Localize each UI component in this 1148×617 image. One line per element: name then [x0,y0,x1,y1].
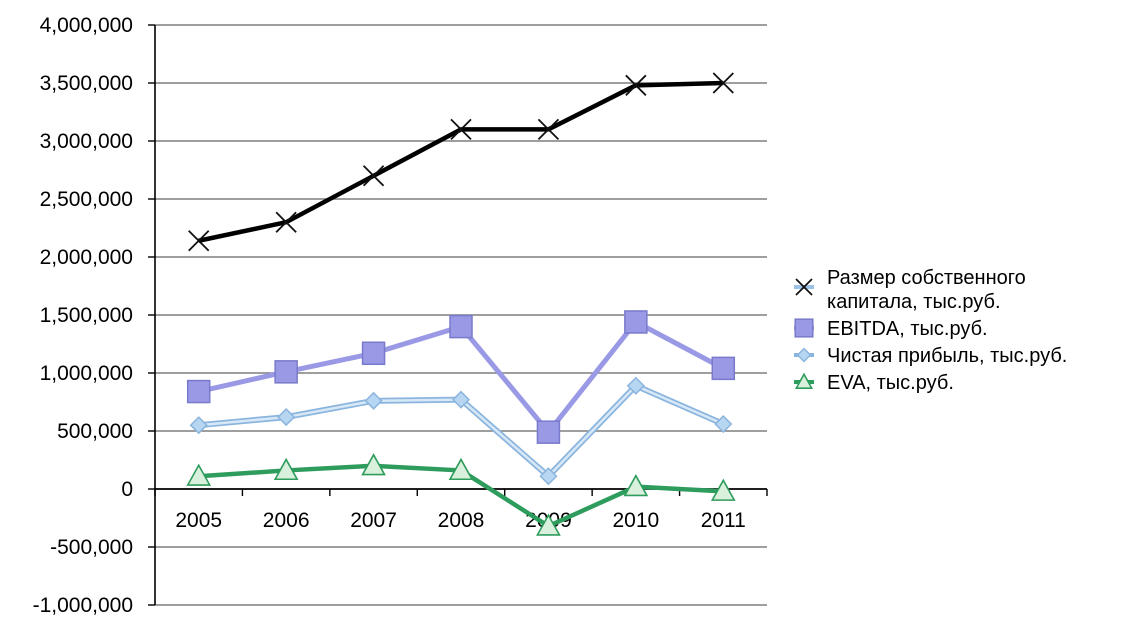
x-tick-label: 2005 [175,509,222,532]
x-tick-label: 2008 [438,509,485,532]
square-marker [363,342,385,364]
x-tick-label: 2010 [612,509,659,532]
y-tick-label: 3,000,000 [40,130,133,153]
y-tick-label: 500,000 [57,420,133,443]
diamond-marker [366,393,382,409]
x-marker [364,166,384,186]
legend-label: EBITDA, тыс.руб. [827,318,988,340]
square-marker [275,361,297,383]
legend-label: EVA, тыс.руб. [827,372,954,394]
legend-item-ebitda: EBITDA, тыс.руб. [794,318,988,340]
y-tick-label: 0 [121,478,133,501]
y-axis-tick-labels: -1,000,000 -500,000 0 500,000 1,000,000 1,500… [33,14,133,617]
legend-item-net-profit: Чистая прибыль, тыс.руб. [794,345,1067,367]
series-line [199,83,724,241]
y-tick-label: 1,000,000 [40,362,133,385]
x-tick-label: 2006 [263,509,310,532]
square-marker [450,316,472,338]
square-marker [537,421,559,443]
square-marker [712,357,734,379]
legend-item-eva: EVA, тыс.руб. [794,372,954,394]
y-tick-label: 2,000,000 [40,246,133,269]
square-marker [188,381,210,403]
y-tick-label: 3,500,000 [40,72,133,95]
square-marker [795,319,813,337]
legend-label: Размер собственного [827,267,1026,289]
y-tick-label: 4,000,000 [40,14,133,37]
legend-label: капитала, тыс.руб. [827,291,1001,313]
y-tick-label: -500,000 [50,536,133,559]
y-tick-label: 1,500,000 [40,304,133,327]
square-marker [625,311,647,333]
y-tick-label: -1,000,000 [33,594,133,617]
series-equity [189,73,734,251]
diamond-marker [278,409,294,425]
x-axis-tick-labels: 2005200620072008200920102011 [175,509,746,532]
legend-label: Чистая прибыль, тыс.руб. [827,345,1067,367]
x-tick-label: 2011 [701,509,746,532]
series-ebitda [188,311,735,443]
y-tick-label: 2,500,000 [40,188,133,211]
x-tick-label: 2007 [350,509,397,532]
series-group [188,73,735,535]
diamond-marker [798,349,811,362]
